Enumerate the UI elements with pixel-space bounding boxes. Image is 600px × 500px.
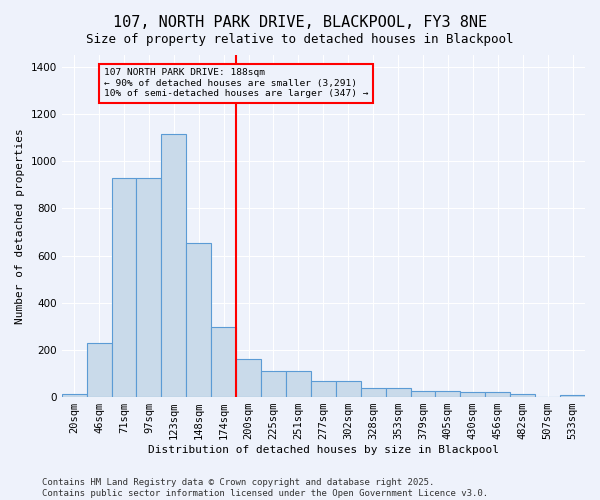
Bar	[311, 380, 336, 397]
Text: Size of property relative to detached houses in Blackpool: Size of property relative to detached ho…	[86, 32, 514, 46]
Bar	[86, 343, 112, 397]
Bar	[560, 394, 585, 397]
Bar	[211, 328, 236, 397]
Bar	[261, 371, 286, 397]
Bar	[410, 391, 436, 397]
Bar	[236, 360, 261, 397]
Bar	[386, 388, 410, 397]
Bar	[361, 388, 386, 397]
Bar	[460, 392, 485, 397]
Text: 107, NORTH PARK DRIVE, BLACKPOOL, FY3 8NE: 107, NORTH PARK DRIVE, BLACKPOOL, FY3 8N…	[113, 15, 487, 30]
Bar	[161, 134, 186, 397]
Bar	[62, 394, 86, 397]
Bar	[136, 178, 161, 397]
Bar	[186, 242, 211, 397]
Text: Contains HM Land Registry data © Crown copyright and database right 2025.
Contai: Contains HM Land Registry data © Crown c…	[42, 478, 488, 498]
Text: 107 NORTH PARK DRIVE: 188sqm
← 90% of detached houses are smaller (3,291)
10% of: 107 NORTH PARK DRIVE: 188sqm ← 90% of de…	[104, 68, 368, 98]
X-axis label: Distribution of detached houses by size in Blackpool: Distribution of detached houses by size …	[148, 445, 499, 455]
Bar	[485, 392, 510, 397]
Bar	[510, 394, 535, 397]
Bar	[336, 380, 361, 397]
Y-axis label: Number of detached properties: Number of detached properties	[15, 128, 25, 324]
Bar	[286, 371, 311, 397]
Bar	[112, 178, 136, 397]
Bar	[436, 391, 460, 397]
